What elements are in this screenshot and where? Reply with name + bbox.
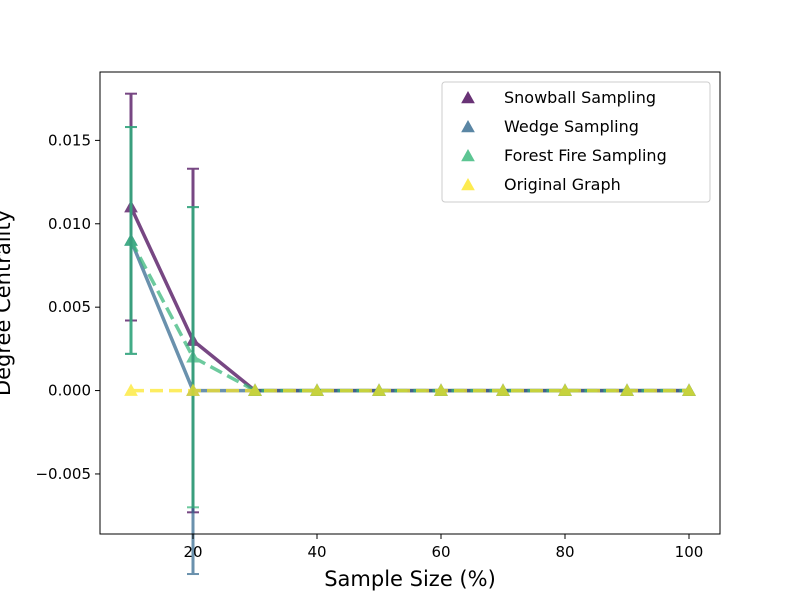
axis-ticks: 20 40 60 80 100 −0.005 0.000 0.005 0.010 0.015 xyxy=(35,131,703,561)
legend-marker xyxy=(461,90,475,104)
data-point xyxy=(124,383,138,396)
x-tick-label: 40 xyxy=(307,543,326,561)
y-tick-label: 0.005 xyxy=(48,298,91,316)
y-tick-label: 0.015 xyxy=(48,131,91,149)
x-tick-label: 100 xyxy=(675,543,704,561)
legend-marker xyxy=(461,177,475,191)
legend-label: Wedge Sampling xyxy=(504,117,639,136)
legend: Snowball Sampling Wedge Sampling Forest Fi… xyxy=(441,81,711,203)
data-point xyxy=(496,383,510,396)
x-tick-label: 80 xyxy=(555,543,574,561)
y-tick-label: 0.000 xyxy=(48,382,91,400)
series-original-graph xyxy=(124,383,696,396)
y-tick-label: 0.010 xyxy=(48,215,91,233)
x-tick-label: 60 xyxy=(431,543,450,561)
data-point xyxy=(434,383,448,396)
data-point xyxy=(372,383,386,396)
x-axis-label: Sample Size (%) xyxy=(324,567,496,591)
series-line xyxy=(129,239,689,393)
data-point xyxy=(682,383,696,396)
data-point xyxy=(186,383,200,396)
y-axis-label: Degree Centrality xyxy=(0,210,15,396)
data-point xyxy=(558,383,572,396)
legend-marker xyxy=(461,119,475,133)
y-tick-label: −0.005 xyxy=(35,465,91,483)
data-point xyxy=(248,383,262,396)
data-point xyxy=(310,383,324,396)
data-point xyxy=(124,233,138,246)
axes-frame xyxy=(99,71,721,535)
legend-marker xyxy=(461,148,475,162)
legend-label: Original Graph xyxy=(504,175,621,194)
data-point xyxy=(620,383,634,396)
legend-box xyxy=(441,81,711,203)
x-tick-label: 20 xyxy=(183,543,202,561)
data-point xyxy=(186,350,200,363)
series-line xyxy=(129,206,689,393)
plot-area xyxy=(124,92,696,576)
legend-label: Snowball Sampling xyxy=(504,88,656,107)
legend-label: Forest Fire Sampling xyxy=(504,146,667,165)
